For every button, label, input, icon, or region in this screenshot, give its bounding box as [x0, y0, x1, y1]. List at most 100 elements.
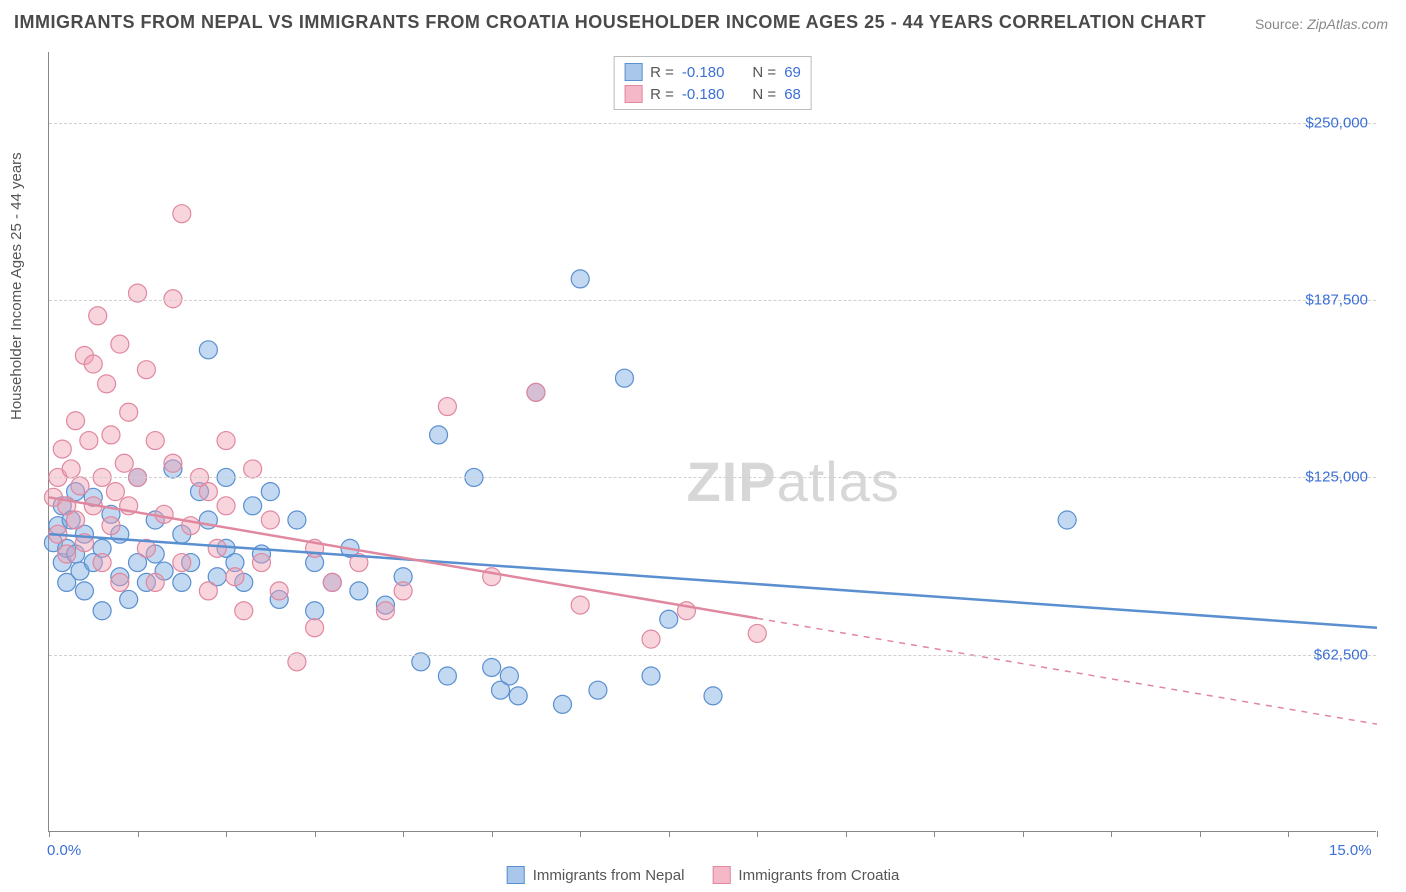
scatter-point — [120, 403, 138, 421]
scatter-point — [199, 582, 217, 600]
x-tick-mark — [1111, 831, 1112, 837]
scatter-point — [438, 667, 456, 685]
scatter-point — [199, 483, 217, 501]
x-tick-mark — [138, 831, 139, 837]
scatter-point — [553, 695, 571, 713]
scatter-point — [115, 454, 133, 472]
scatter-point — [67, 412, 85, 430]
y-tick-label: $125,000 — [1305, 469, 1368, 486]
scatter-point — [89, 307, 107, 325]
scatter-point — [146, 573, 164, 591]
scatter-point — [217, 432, 235, 450]
x-tick-mark — [1023, 831, 1024, 837]
scatter-point — [80, 432, 98, 450]
x-tick-mark — [403, 831, 404, 837]
scatter-point — [173, 554, 191, 572]
scatter-point — [120, 590, 138, 608]
scatter-point — [155, 505, 173, 523]
scatter-point — [483, 568, 501, 586]
scatter-point — [235, 602, 253, 620]
scatter-point — [642, 667, 660, 685]
scatter-point — [102, 426, 120, 444]
legend-row: R = -0.180 N = 68 — [624, 83, 801, 105]
x-tick-mark — [757, 831, 758, 837]
scatter-point — [106, 483, 124, 501]
y-tick-label: $250,000 — [1305, 114, 1368, 131]
legend-r-value: -0.180 — [682, 86, 725, 103]
scatter-point — [98, 375, 116, 393]
x-tick-mark — [1288, 831, 1289, 837]
scatter-point — [75, 582, 93, 600]
scatter-point — [748, 624, 766, 642]
scatter-point — [642, 630, 660, 648]
x-tick-mark — [1200, 831, 1201, 837]
scatter-point — [58, 545, 76, 563]
scatter-point — [261, 483, 279, 501]
source-attribution: Source: ZipAtlas.com — [1255, 16, 1388, 32]
x-tick-mark — [934, 831, 935, 837]
scatter-point — [93, 554, 111, 572]
scatter-point — [62, 460, 80, 478]
x-tick-label: 0.0% — [47, 842, 81, 859]
y-tick-label: $62,500 — [1314, 646, 1368, 663]
chart-plot-area: R =-0.180N =69R =-0.180N =68 ZIPatlas $6… — [48, 52, 1376, 832]
legend-swatch — [712, 866, 730, 884]
legend-r-label: R = — [650, 64, 674, 81]
scatter-point — [252, 554, 270, 572]
scatter-point — [704, 687, 722, 705]
correlation-legend: R = -0.180 N = 69 R = -0.180 N = 68 — [613, 56, 812, 110]
scatter-point — [270, 582, 288, 600]
x-tick-mark — [846, 831, 847, 837]
scatter-point — [615, 369, 633, 387]
legend-swatch — [507, 866, 525, 884]
scatter-point — [67, 511, 85, 529]
scatter-point — [53, 440, 71, 458]
scatter-point — [483, 658, 501, 676]
legend-n-value: 69 — [784, 64, 801, 81]
scatter-point — [500, 667, 518, 685]
scatter-point — [306, 602, 324, 620]
scatter-point — [217, 497, 235, 515]
gridline — [49, 300, 1376, 301]
legend-item: Immigrants from Croatia — [712, 866, 899, 884]
legend-r-value: -0.180 — [682, 64, 725, 81]
scatter-point — [350, 582, 368, 600]
scatter-point — [111, 335, 129, 353]
legend-n-label: N = — [752, 64, 776, 81]
scatter-point — [571, 270, 589, 288]
scatter-point — [394, 582, 412, 600]
scatter-point — [137, 361, 155, 379]
scatter-point — [571, 596, 589, 614]
y-tick-label: $187,500 — [1305, 292, 1368, 309]
scatter-point — [226, 568, 244, 586]
scatter-point — [102, 517, 120, 535]
gridline — [49, 655, 1376, 656]
legend-item: Immigrants from Nepal — [507, 866, 685, 884]
scatter-point — [199, 341, 217, 359]
trend-line-extrapolated — [757, 618, 1377, 724]
x-tick-mark — [226, 831, 227, 837]
scatter-point — [173, 573, 191, 591]
scatter-point — [527, 383, 545, 401]
scatter-point — [509, 687, 527, 705]
scatter-point — [71, 477, 89, 495]
scatter-point — [244, 460, 262, 478]
scatter-point — [306, 619, 324, 637]
x-tick-label: 15.0% — [1329, 842, 1372, 859]
legend-row: R = -0.180 N = 69 — [624, 61, 801, 83]
scatter-point — [288, 511, 306, 529]
x-tick-mark — [580, 831, 581, 837]
x-tick-mark — [1377, 831, 1378, 837]
scatter-point — [164, 454, 182, 472]
legend-r-label: R = — [650, 86, 674, 103]
scatter-point — [438, 398, 456, 416]
x-tick-mark — [669, 831, 670, 837]
scatter-point — [208, 539, 226, 557]
chart-title: IMMIGRANTS FROM NEPAL VS IMMIGRANTS FROM… — [14, 12, 1206, 33]
legend-label: Immigrants from Croatia — [738, 867, 899, 884]
legend-n-label: N = — [752, 86, 776, 103]
x-tick-mark — [49, 831, 50, 837]
scatter-point — [430, 426, 448, 444]
scatter-point — [146, 432, 164, 450]
legend-n-value: 68 — [784, 86, 801, 103]
